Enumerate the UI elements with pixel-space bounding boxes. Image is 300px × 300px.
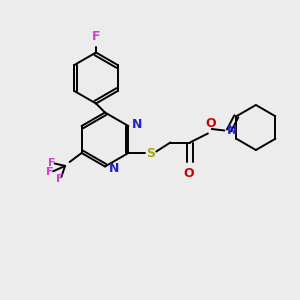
Text: N: N	[109, 161, 119, 175]
Text: N: N	[227, 124, 237, 137]
Text: S: S	[146, 146, 155, 160]
Text: F: F	[56, 173, 64, 184]
Text: F: F	[48, 158, 56, 168]
Text: F: F	[92, 31, 100, 44]
Text: F: F	[46, 167, 53, 177]
Text: N: N	[132, 118, 142, 131]
Text: O: O	[183, 167, 194, 180]
Text: O: O	[205, 117, 216, 130]
